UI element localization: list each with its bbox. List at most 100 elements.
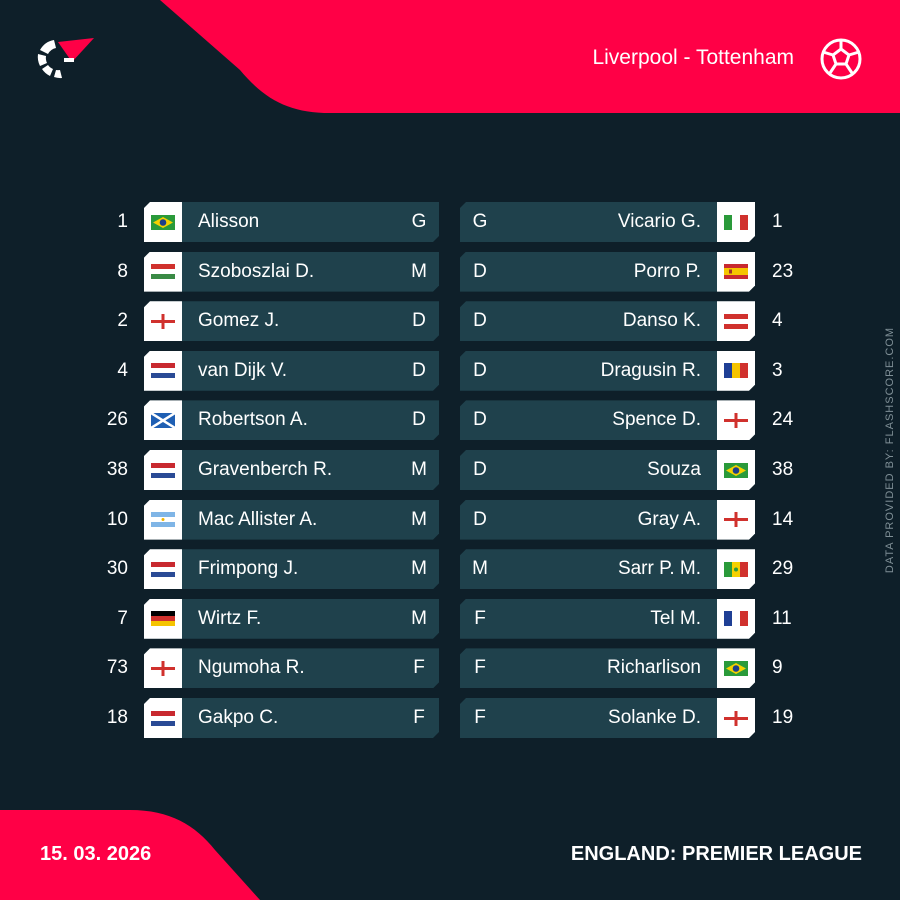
player-position: M [411,607,427,629]
player-name: Spence D. [612,409,701,431]
player-row: Gomez J. D [144,301,439,341]
player-name: Frimpong J. [198,558,299,580]
player-row: Gakpo C. F [144,698,439,738]
player-name: Sarr P. M. [617,558,701,580]
football-icon [820,38,862,80]
player-number: 30 [106,558,128,580]
player-number: 26 [106,409,128,431]
player-position: D [473,310,487,332]
player-name: Gray A. [637,508,701,530]
player-name: Souza [647,459,701,480]
germany-flag-icon [151,611,175,626]
england-flag-icon [724,413,748,428]
player-number: 2 [117,310,128,332]
player-row: D Porro P. [460,252,755,292]
player-position: M [411,459,427,480]
player-number: 18 [106,707,128,728]
player-position: M [472,558,488,580]
player-number: 1 [772,211,783,232]
player-name: Porro P. [633,260,701,282]
player-name: van Dijk V. [198,359,288,381]
player-row: F Solanke D. [460,698,755,738]
flag-cell [144,698,182,738]
player-position: D [473,359,487,381]
flag-cell [717,252,755,292]
player-number: 4 [772,310,783,332]
player-name: Danso K. [622,310,701,332]
player-position: D [473,409,487,431]
player-row: M Sarr P. M. [460,549,755,589]
player-row: Ngumoha R. F [144,648,439,688]
flag-cell [144,549,182,589]
player-position: M [411,508,427,530]
flag-cell [144,500,182,540]
player-number: 3 [772,359,783,381]
netherlands-flag-icon [151,363,175,378]
romania-flag-icon [724,363,748,378]
player-name: Richarlison [607,657,701,679]
player-name: Vicario G. [617,211,701,232]
player-number: 7 [117,607,128,629]
player-number: 73 [106,657,128,679]
player-position: G [411,211,427,232]
italy-flag-icon [724,215,748,230]
player-number: 23 [772,260,794,282]
flashscore-logo [37,38,94,79]
austria-flag-icon [724,314,748,329]
flag-cell [144,202,182,242]
player-position: D [412,359,426,381]
player-position: M [411,558,427,580]
flag-cell [144,599,182,639]
player-position: D [473,459,487,480]
player-position: D [473,260,487,282]
player-row: Szoboszlai D. M [144,252,439,292]
player-position: F [474,707,486,728]
flag-cell [144,450,182,490]
england-flag-icon [724,512,748,527]
flag-cell [144,648,182,688]
flag-cell [717,500,755,540]
player-row: Robertson A. D [144,400,439,440]
player-number: 38 [106,459,128,480]
flag-cell [717,599,755,639]
flag-cell [717,351,755,391]
england-flag-icon [151,661,175,676]
player-number: 9 [772,657,783,679]
player-row: F Tel M. [460,599,755,639]
player-position: D [412,409,426,431]
player-position: F [413,707,425,728]
brazil-flag-icon [724,463,748,478]
player-name: Tel M. [650,607,701,629]
player-row: D Dragusin R. [460,351,755,391]
spain-flag-icon [724,264,748,279]
senegal-flag-icon [724,562,748,577]
flag-cell [144,252,182,292]
player-name: Gakpo C. [198,707,279,728]
data-credit: DATA PROVIDED BY: FLASHSCORE.COM [884,326,896,574]
player-name: Wirtz F. [198,607,262,629]
player-row: van Dijk V. D [144,351,439,391]
player-number: 24 [772,409,794,431]
flag-cell [144,301,182,341]
player-position: G [472,211,488,232]
player-number: 8 [117,260,128,282]
player-position: M [411,260,427,282]
player-name: Ngumoha R. [198,657,305,679]
player-number: 29 [772,558,794,580]
player-row: D Gray A. [460,500,755,540]
netherlands-flag-icon [151,463,175,478]
player-row: Mac Allister A. M [144,500,439,540]
player-name: Robertson A. [198,409,308,431]
flag-cell [717,301,755,341]
player-position: F [474,607,486,629]
player-number: 4 [117,359,128,381]
scotland-flag-icon [151,413,175,428]
england-flag-icon [724,711,748,726]
netherlands-flag-icon [151,562,175,577]
argentina-flag-icon [151,512,175,527]
player-row: D Souza [460,450,755,490]
brazil-flag-icon [151,215,175,230]
player-number: 19 [772,707,794,728]
flag-cell [717,450,755,490]
